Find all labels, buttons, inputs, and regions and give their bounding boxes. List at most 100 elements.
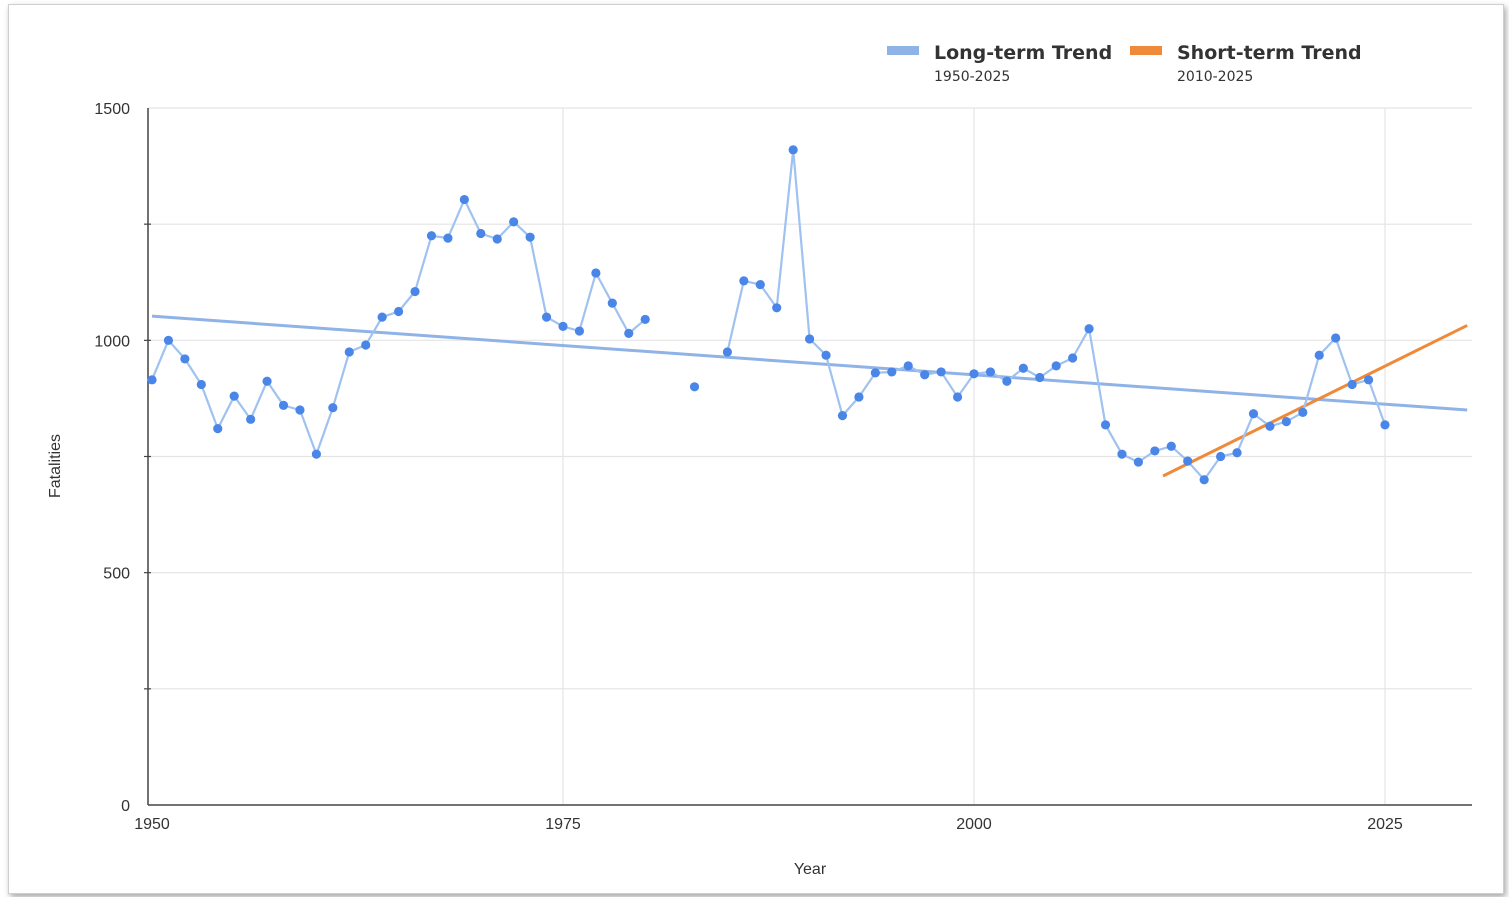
- data-point: [180, 354, 190, 364]
- legend-long-term-range: 1950-2025: [934, 69, 1010, 85]
- data-point: [1117, 449, 1127, 459]
- data-point: [377, 312, 387, 322]
- data-point: [1314, 350, 1324, 360]
- data-point: [1232, 448, 1242, 458]
- trendline-2: [1162, 324, 1468, 478]
- series-line-segment: [150, 198, 646, 456]
- data-point: [1002, 376, 1012, 386]
- data-point: [1133, 457, 1143, 467]
- data-point: [410, 286, 420, 297]
- data-point: [1216, 451, 1226, 462]
- data-point: [213, 424, 223, 434]
- data-point: [558, 321, 568, 331]
- data-point: [1150, 446, 1160, 456]
- series-line-segment: [726, 148, 1387, 481]
- chart-frame: [8, 4, 1504, 894]
- data-series: [147, 145, 1390, 485]
- data-point: [1183, 456, 1193, 466]
- data-point: [920, 370, 930, 380]
- data-point: [755, 279, 765, 290]
- data-point: [1380, 420, 1390, 430]
- trendline-1: [151, 314, 1468, 412]
- data-point: [607, 298, 617, 308]
- legend-long-term-label: Long-term Trend: [934, 42, 1112, 64]
- data-point: [541, 312, 552, 322]
- data-point: [163, 335, 174, 345]
- y-tick-label: 1500: [94, 101, 130, 118]
- data-point: [739, 276, 749, 286]
- data-point: [689, 382, 700, 392]
- gridlines: [148, 107, 1472, 805]
- data-point: [624, 328, 634, 338]
- data-point: [1331, 333, 1341, 343]
- data-point: [1068, 353, 1078, 363]
- data-point: [1363, 375, 1374, 385]
- data-point: [854, 392, 864, 402]
- legend-long-term-swatch: [887, 46, 919, 55]
- data-point: [1347, 379, 1357, 390]
- legend-short-term-swatch: [1130, 46, 1162, 55]
- data-point: [1298, 407, 1308, 417]
- data-point: [311, 449, 321, 459]
- data-point: [147, 375, 157, 385]
- data-point: [805, 334, 815, 344]
- data-point: [1035, 372, 1045, 383]
- data-point: [591, 268, 601, 278]
- data-point: [887, 367, 897, 377]
- data-point: [492, 234, 502, 244]
- data-point: [821, 350, 831, 360]
- data-point: [1281, 417, 1291, 427]
- data-point: [969, 369, 979, 379]
- data-point: [1051, 361, 1061, 371]
- data-point: [459, 194, 469, 205]
- data-point: [278, 400, 289, 410]
- data-point: [1018, 363, 1028, 373]
- data-point: [525, 232, 535, 242]
- data-point: [344, 347, 354, 357]
- y-tick-label: 1000: [94, 333, 130, 350]
- data-point: [1265, 421, 1275, 431]
- legend: Long-term Trend 1950-2025 Short-term Tre…: [887, 42, 1362, 85]
- data-point: [1100, 420, 1111, 430]
- y-tick-label: 500: [103, 566, 130, 583]
- legend-short-term-range: 2010-2025: [1177, 69, 1253, 85]
- data-point: [328, 403, 338, 413]
- tick-labels: 0 500 1000 1500 1950 1975 2000 2025: [94, 101, 1402, 833]
- y-axis-title: Fatalities: [47, 434, 64, 498]
- data-point: [1199, 475, 1209, 485]
- data-point: [443, 233, 453, 243]
- x-tick-label: 1975: [545, 816, 581, 833]
- data-point: [772, 303, 782, 313]
- x-tick-label: 2000: [956, 816, 992, 833]
- data-point: [361, 340, 371, 350]
- data-point: [985, 367, 996, 377]
- x-axis-title: Year: [794, 861, 827, 878]
- data-point: [246, 414, 256, 424]
- data-point: [903, 361, 913, 371]
- data-point: [640, 314, 650, 325]
- data-point: [262, 376, 272, 386]
- data-point: [476, 228, 486, 239]
- data-point: [788, 145, 798, 155]
- data-point: [574, 326, 585, 336]
- data-point: [394, 306, 404, 317]
- axes: [144, 108, 1472, 806]
- y-tick-label: 0: [121, 798, 130, 815]
- legend-short-term-label: Short-term Trend: [1177, 42, 1362, 64]
- data-point: [229, 391, 239, 401]
- data-point: [936, 367, 946, 377]
- data-point: [426, 231, 437, 241]
- data-point: [196, 379, 206, 390]
- data-point: [722, 347, 733, 357]
- data-point: [509, 217, 519, 227]
- data-point: [870, 368, 880, 378]
- data-point: [295, 405, 305, 415]
- trendlines: [151, 314, 1468, 478]
- data-point: [1084, 324, 1094, 334]
- data-point: [952, 392, 963, 402]
- data-point: [837, 411, 848, 421]
- x-tick-label: 1950: [134, 816, 170, 833]
- data-point: [1166, 441, 1176, 451]
- data-point: [1248, 409, 1259, 419]
